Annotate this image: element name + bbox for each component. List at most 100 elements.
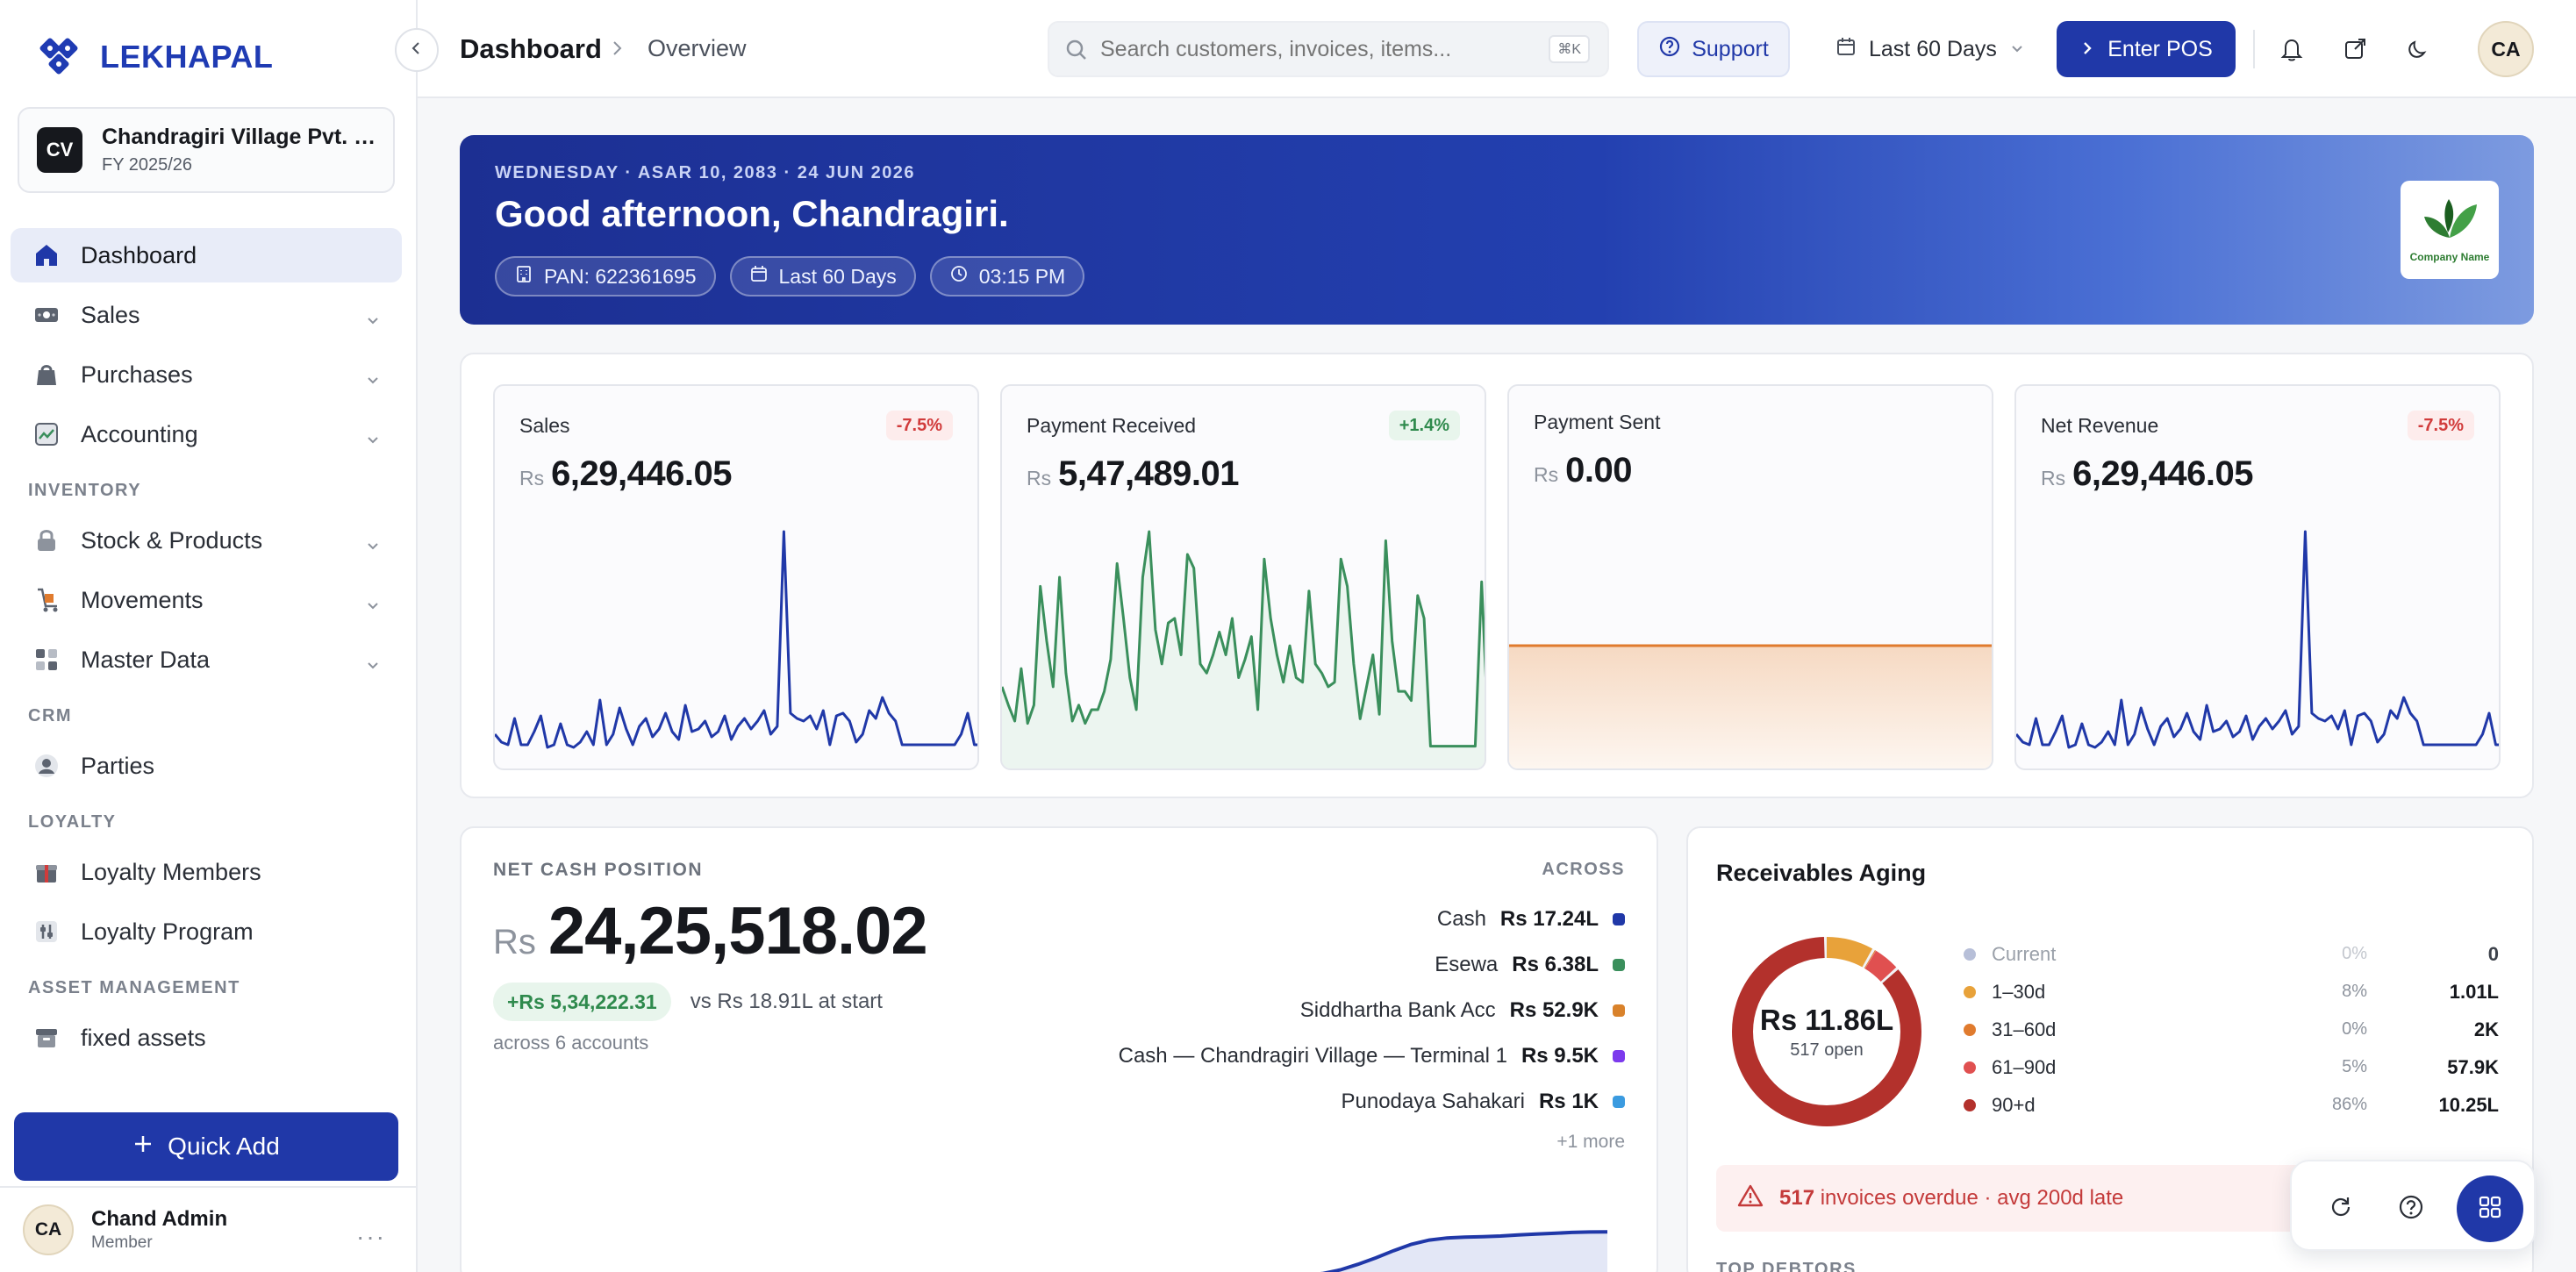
- support-button[interactable]: Support: [1637, 21, 1790, 77]
- nav-section-inventory: INVENTORY: [28, 481, 142, 500]
- net-cash-panel: NET CASH POSITION Rs 24,25,518.02 +Rs 5,…: [460, 826, 1658, 1272]
- page-title[interactable]: Dashboard: [460, 33, 602, 64]
- apps-grid-icon: [2477, 1194, 2503, 1225]
- account-row[interactable]: Siddhartha Bank Acc Rs 52.9K: [1119, 988, 1625, 1033]
- help-icon[interactable]: [2388, 1184, 2434, 1230]
- sidebar-item-loyalty-members[interactable]: Loyalty Members: [11, 845, 402, 899]
- top-avatar[interactable]: CA: [2478, 21, 2534, 77]
- account-balance: Rs 9.5K: [1521, 1044, 1599, 1068]
- sidebar-item-label: Accounting: [81, 420, 198, 447]
- date-range-dropdown[interactable]: Last 60 Days: [1835, 21, 2037, 77]
- clock-icon: [949, 264, 969, 289]
- calendar-icon: [749, 264, 769, 289]
- sidebar-item-master-data[interactable]: Master Data: [11, 632, 402, 687]
- lock-box-icon: [32, 525, 61, 555]
- breadcrumb-current: Overview: [648, 35, 747, 61]
- more-accounts-link[interactable]: +1 more: [1556, 1132, 1625, 1152]
- search-icon: [1065, 39, 1088, 68]
- collapse-sidebar-button[interactable]: [395, 28, 439, 72]
- legend-dot: [1964, 1061, 1976, 1074]
- kpi-card-payment-received[interactable]: Payment Received +1.4% Rs 5,47,489.01: [1000, 384, 1486, 770]
- bell-icon[interactable]: [2272, 30, 2311, 68]
- sidebar-item-purchases[interactable]: Purchases: [11, 347, 402, 402]
- sidebar-item-accounting[interactable]: Accounting: [11, 407, 402, 461]
- aging-percent: 86%: [2331, 1095, 2367, 1114]
- external-link-icon[interactable]: [2336, 30, 2374, 68]
- brand-name: LEKHAPAL: [100, 39, 274, 75]
- aging-bucket: 1–30d: [1992, 980, 2046, 1003]
- aging-row-1-30[interactable]: 1–30d 8% 1.01L: [1964, 973, 2499, 1011]
- net-cash-currency: Rs: [493, 923, 536, 961]
- help-circle-icon: [1658, 35, 1681, 64]
- brand-logo[interactable]: LEKHAPAL: [33, 35, 273, 79]
- legend-dot: [1964, 985, 1976, 998]
- kpi-card-net-revenue[interactable]: Net Revenue -7.5% Rs 6,29,446.05: [2014, 384, 2501, 770]
- sidebar-item-label: Purchases: [81, 361, 193, 388]
- account-row[interactable]: Punodaya Sahakari Rs 1K: [1119, 1079, 1625, 1125]
- sidebar-item-dashboard[interactable]: Dashboard: [11, 228, 402, 282]
- more-options-icon[interactable]: ···: [356, 1223, 386, 1250]
- aging-percent: 5%: [2342, 1057, 2367, 1076]
- aging-row-90-plus[interactable]: 90+d 86% 10.25L: [1964, 1086, 2499, 1124]
- moon-icon[interactable]: [2399, 30, 2437, 68]
- kpi-value: 5,47,489.01: [1058, 454, 1239, 493]
- apps-grid-button[interactable]: [2457, 1176, 2523, 1242]
- account-row[interactable]: Cash Rs 17.24L: [1119, 897, 1625, 942]
- kpi-panel: Sales -7.5% Rs 6,29,446.05 Payment Receiv…: [460, 353, 2534, 798]
- company-name: Chandragiri Village Pvt. Ltd.: [102, 125, 383, 149]
- chevron-down-icon: [365, 652, 381, 679]
- aging-row-61-90[interactable]: 61–90d 5% 57.9K: [1964, 1048, 2499, 1086]
- donut-slice: [1732, 937, 1921, 1126]
- gift-icon: [32, 857, 61, 887]
- kpi-currency: Rs: [1534, 463, 1559, 486]
- aging-amount: 57.9K: [2447, 1055, 2499, 1078]
- sidebar-item-movements[interactable]: Movements: [11, 573, 402, 627]
- quick-add-button[interactable]: Quick Add: [14, 1112, 398, 1181]
- user-menu[interactable]: CA Chand Admin Member ···: [0, 1186, 418, 1272]
- grid-icon: [32, 645, 61, 675]
- account-name: Esewa: [1435, 953, 1499, 976]
- kpi-card-payment-sent[interactable]: Payment Sent Rs 0.00: [1507, 384, 1993, 770]
- account-color-dot: [1613, 1050, 1625, 1062]
- kpi-label: Sales: [519, 414, 570, 437]
- aging-percent: 8%: [2342, 982, 2367, 1001]
- sparkline-line: [1002, 530, 1485, 748]
- account-row[interactable]: Esewa Rs 6.38L: [1119, 942, 1625, 988]
- sidebar-item-parties[interactable]: Parties: [11, 739, 402, 793]
- aging-row-31-60[interactable]: 31–60d 0% 2K: [1964, 1011, 2499, 1048]
- account-row[interactable]: Cash — Chandragiri Village — Terminal 1 …: [1119, 1033, 1625, 1079]
- net-cash-account-count: across 6 accounts: [493, 1032, 649, 1054]
- aging-donut-chart: [1732, 937, 1921, 1126]
- person-icon: [32, 751, 61, 781]
- kpi-card-sales[interactable]: Sales -7.5% Rs 6,29,446.05: [493, 384, 979, 770]
- kpi-change-badge: +1.4%: [1388, 411, 1460, 440]
- sidebar-nav: Dashboard Sales Purchases Accounting INV…: [11, 228, 402, 1070]
- sidebar-item-label: Dashboard: [81, 241, 197, 268]
- chevron-down-icon: [2009, 37, 2025, 62]
- kpi-value: 6,29,446.05: [2072, 454, 2253, 493]
- sidebar-item-loyalty-program[interactable]: Loyalty Program: [11, 904, 402, 959]
- greeting-banner: WEDNESDAY · ASAR 10, 2083 · 24 JUN 2026 …: [460, 135, 2534, 325]
- net-cash-trend-chart: [1320, 1230, 1608, 1272]
- sidebar-item-label: Loyalty Program: [81, 918, 254, 945]
- home-icon: [32, 240, 61, 270]
- enter-pos-button[interactable]: Enter POS: [2057, 21, 2236, 77]
- legend-dot: [1964, 947, 1976, 961]
- support-label: Support: [1692, 36, 1769, 61]
- sparkline-line: [2016, 530, 2499, 749]
- aging-bucket: 90+d: [1992, 1093, 2036, 1116]
- sidebar-item-fixed-assets[interactable]: fixed assets: [11, 1011, 402, 1065]
- aging-row-current[interactable]: Current 0% 0: [1964, 935, 2499, 973]
- company-switcher[interactable]: CV Chandragiri Village Pvt. Ltd. FY 2025…: [18, 107, 395, 193]
- search-input[interactable]: [1100, 36, 1521, 62]
- search-box[interactable]: ⌘K: [1048, 21, 1609, 77]
- aging-total: Rs 11.86L: [1759, 1003, 1894, 1036]
- net-revenue-sparkline: [2016, 530, 2499, 749]
- aging-amount: 1.01L: [2449, 980, 2499, 1003]
- sidebar-item-stock-products[interactable]: Stock & Products: [11, 513, 402, 568]
- aging-title: Receivables Aging: [1716, 860, 1927, 886]
- archive-icon: [32, 1023, 61, 1053]
- refresh-icon[interactable]: [2318, 1184, 2364, 1230]
- sidebar-item-sales[interactable]: Sales: [11, 288, 402, 342]
- account-balance: Rs 1K: [1538, 1090, 1599, 1113]
